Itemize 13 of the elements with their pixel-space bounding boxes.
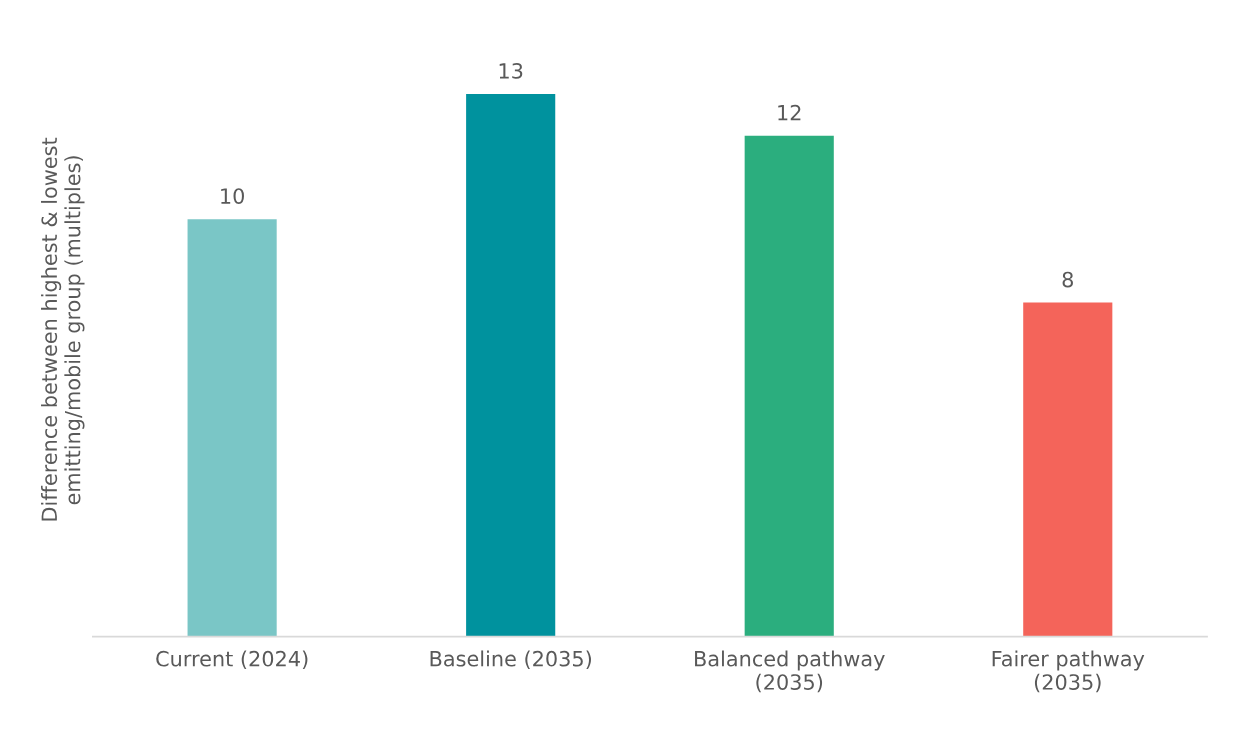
bar	[466, 93, 556, 637]
x-tick-label: Balanced pathway (2035)	[695, 650, 885, 693]
y-axis-title: Difference between highest & lowest emitting/mobile group (multiples)	[41, 137, 85, 521]
bar	[187, 219, 277, 637]
data-label: 12	[778, 104, 801, 121]
x-tick-label: Current (2024)	[156, 650, 308, 670]
x-tick-label: Baseline (2035)	[430, 650, 591, 670]
data-label: 8	[1062, 271, 1073, 288]
x-tick-label: Fairer pathway (2035)	[992, 650, 1145, 693]
bar	[1023, 302, 1113, 637]
data-label: 10	[221, 188, 244, 204]
bar	[744, 135, 834, 637]
data-label: 13	[499, 63, 523, 79]
